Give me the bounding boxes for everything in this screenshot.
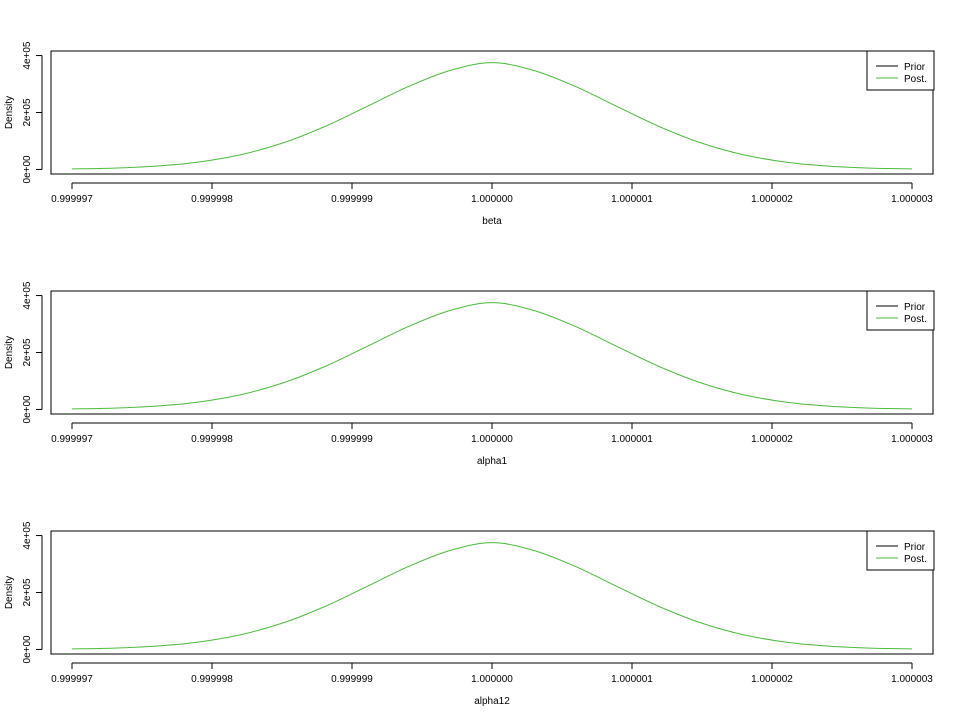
legend-label: Post. <box>904 554 927 565</box>
y-tick-label: 4e+05 <box>22 41 33 70</box>
y-tick-label: 4e+05 <box>22 521 33 550</box>
y-axis-label: Density <box>4 96 15 129</box>
x-tick-label: 0.999999 <box>331 194 373 205</box>
x-tick-label: 1.000003 <box>891 674 933 685</box>
x-tick-label: 1.000002 <box>751 674 793 685</box>
plot-frame <box>50 50 934 175</box>
series-line-post <box>71 542 913 650</box>
y-tick-label: 2e+05 <box>22 578 33 607</box>
x-tick-label: 0.999999 <box>331 674 373 685</box>
y-tick-label: 2e+05 <box>22 98 33 127</box>
x-tick-label: 0.999997 <box>51 434 93 445</box>
x-tick-label: 1.000003 <box>891 434 933 445</box>
x-tick-label: 0.999998 <box>191 194 233 205</box>
x-tick-label: 0.999998 <box>191 674 233 685</box>
x-axis-label: alpha1 <box>477 456 507 467</box>
y-tick-label: 0e+00 <box>22 635 33 664</box>
legend-label: Post. <box>904 314 927 325</box>
legend-label: Post. <box>904 74 927 85</box>
y-tick-label: 2e+05 <box>22 338 33 367</box>
y-axis-label: Density <box>4 576 15 609</box>
y-tick-label: 0e+00 <box>22 395 33 424</box>
x-tick-label: 0.999997 <box>51 194 93 205</box>
chart-panel-2: 0.999997 0.999998 0.999999 1.000000 1.000001… <box>4 521 935 707</box>
x-tick-label: 1.000000 <box>471 434 513 445</box>
legend-box <box>866 530 935 571</box>
x-tick-label: 1.000001 <box>611 194 653 205</box>
y-tick-label: 4e+05 <box>22 281 33 310</box>
y-axis-label: Density <box>4 336 15 369</box>
legend-box <box>866 290 935 331</box>
x-tick-label: 1.000002 <box>751 434 793 445</box>
series-line-post <box>71 302 913 410</box>
legend-label: Prior <box>904 62 926 73</box>
legend-box <box>866 50 935 91</box>
x-tick-label: 1.000001 <box>611 434 653 445</box>
legend-label: Prior <box>904 302 926 313</box>
x-tick-label: 1.000000 <box>471 674 513 685</box>
plot-frame <box>50 290 934 415</box>
plot-frame <box>50 530 934 655</box>
series-line-post <box>71 62 913 170</box>
chart-panel-0: 0.999997 0.999998 0.999999 1.000000 1.000001… <box>4 41 935 227</box>
x-tick-label: 0.999998 <box>191 434 233 445</box>
x-tick-label: 1.000002 <box>751 194 793 205</box>
x-tick-label: 1.000001 <box>611 674 653 685</box>
legend-label: Prior <box>904 542 926 553</box>
x-tick-label: 0.999997 <box>51 674 93 685</box>
x-axis-label: beta <box>482 216 502 227</box>
chart-panel-1: 0.999997 0.999998 0.999999 1.000000 1.000001… <box>4 281 935 467</box>
x-tick-label: 1.000000 <box>471 194 513 205</box>
x-axis-label: alpha12 <box>474 696 510 707</box>
y-tick-label: 0e+00 <box>22 155 33 184</box>
x-tick-label: 0.999999 <box>331 434 373 445</box>
x-tick-label: 1.000003 <box>891 194 933 205</box>
